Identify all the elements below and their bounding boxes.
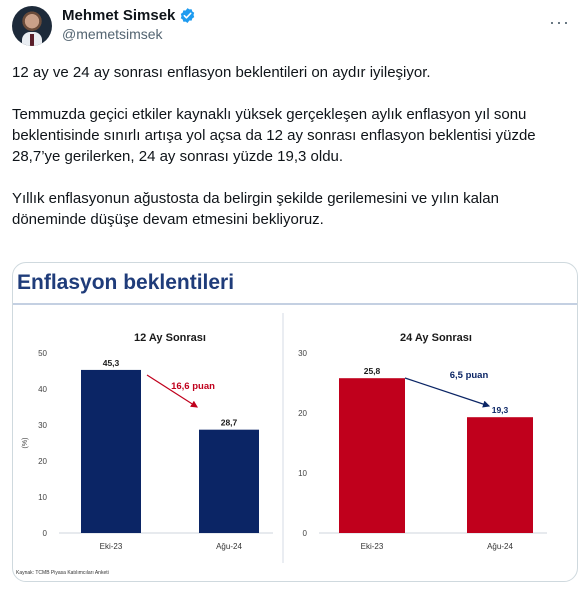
y-tick-label: 50 xyxy=(38,349,47,358)
tweet-header: Mehmet Simsek @memetsimsek ··· xyxy=(12,6,572,46)
author-name-row: Mehmet Simsek xyxy=(62,7,196,24)
bar-value-label: 25,8 xyxy=(364,366,381,376)
change-arrow xyxy=(404,377,491,408)
panel-title: 24 Ay Sonrası xyxy=(400,332,472,344)
y-tick-label: 20 xyxy=(298,409,307,418)
bar-value-label: 19,3 xyxy=(492,405,509,415)
y-tick-label: 10 xyxy=(298,469,307,478)
tweet-paragraph: Temmuzda geçici etkiler kaynaklı yüksek … xyxy=(12,106,536,165)
media-title: Enflasyon beklentileri xyxy=(17,271,235,294)
bar-value-label: 28,7 xyxy=(221,418,238,428)
y-tick-label: 40 xyxy=(38,385,47,394)
bar xyxy=(467,417,533,533)
panel-title: 12 Ay Sonrası xyxy=(134,332,206,344)
expectations-chart: 12 Ay Sonrası 0 10 20 30 40 50 (%) 45,3 Eki-23 28,… xyxy=(22,313,547,563)
author-name[interactable]: Mehmet Simsek xyxy=(62,7,176,24)
verified-badge-icon xyxy=(181,8,195,23)
tweet-text: 12 ay ve 24 ay sonrası enflasyon beklent… xyxy=(12,62,574,251)
y-tick-label: 0 xyxy=(303,529,308,538)
y-tick-label: 30 xyxy=(38,421,47,430)
x-tick-label: Ağu-24 xyxy=(216,542,242,551)
author-handle[interactable]: @memetsimsek xyxy=(62,26,163,42)
change-arrow xyxy=(146,374,199,408)
tweet-media-image[interactable]: Enflasyon beklentileri 12 Ay Sonrası 0 10 2… xyxy=(12,262,578,582)
bar xyxy=(199,429,259,533)
bar xyxy=(81,369,141,533)
title-divider xyxy=(13,303,577,305)
x-tick-label: Eki-23 xyxy=(100,542,123,551)
bar-value-label: 45,3 xyxy=(103,358,120,368)
y-tick-label: 0 xyxy=(43,529,48,538)
x-tick-label: Ağu-24 xyxy=(487,542,513,551)
avatar[interactable] xyxy=(12,6,52,46)
y-tick-label: 10 xyxy=(38,493,47,502)
change-annotation: 16,6 puan xyxy=(171,381,215,392)
tweet-paragraph: Yıllık enflasyonun ağustosta da belirgin… xyxy=(12,190,499,228)
y-tick-label: 20 xyxy=(38,457,47,466)
more-options-icon[interactable]: ··· xyxy=(549,12,570,32)
tweet-paragraph: 12 ay ve 24 ay sonrası enflasyon beklent… xyxy=(12,64,431,81)
bar xyxy=(339,378,405,533)
y-axis-label: (%) xyxy=(22,438,29,449)
y-tick-label: 30 xyxy=(298,349,307,358)
source-note: Kaynak: TCMB Piyasa Katılımcıları Anketi xyxy=(16,570,109,576)
x-tick-label: Eki-23 xyxy=(361,542,384,551)
change-annotation: 6,5 puan xyxy=(450,370,489,381)
